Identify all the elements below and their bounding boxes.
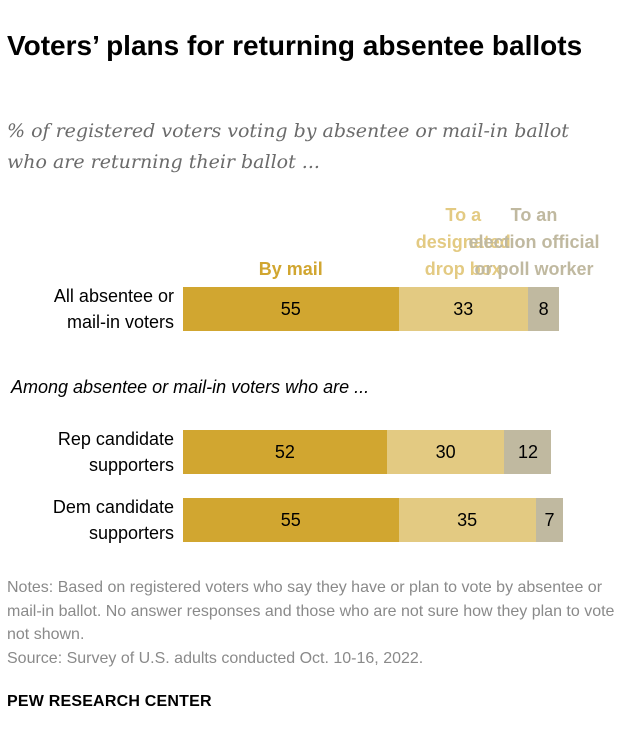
source-text: Source: Survey of U.S. adults conducted … <box>7 649 424 667</box>
bar-segment: 30 <box>386 430 505 474</box>
bar-segment: 12 <box>504 430 552 474</box>
bar-segment: 33 <box>398 287 528 331</box>
bar-segment: 8 <box>527 287 560 331</box>
bar-segment: 52 <box>183 430 387 474</box>
legend-entry: By mail <box>258 259 323 279</box>
group-label: Among absentee or mail-in voters who are… <box>11 377 370 397</box>
category-label: Rep candidate supporters <box>57 429 174 475</box>
data-label: 52 <box>274 441 295 462</box>
notes-text: Notes: Based on registered voters who sa… <box>7 579 615 643</box>
bar-segment: 55 <box>183 287 399 331</box>
bar-segment: 55 <box>183 498 399 542</box>
data-label: 7 <box>544 509 555 530</box>
bar-segment: 35 <box>398 498 536 542</box>
legend-entry: To a designated drop box <box>415 205 511 279</box>
notes: Notes: Based on registered voters who sa… <box>7 576 617 670</box>
data-label: 8 <box>538 298 549 319</box>
pew-logo: PEW RESEARCH CENTER <box>7 693 212 710</box>
bar-segment: 7 <box>535 498 564 542</box>
legend-entry: To an election official or poll worker <box>468 205 600 279</box>
chart-subtitle: % of registered voters voting by absente… <box>7 120 569 173</box>
data-label: 55 <box>280 509 301 530</box>
data-label: 12 <box>517 441 538 462</box>
category-label: Dem candidate supporters <box>52 497 174 543</box>
data-label: 35 <box>457 509 478 530</box>
category-label: All absentee or mail-in voters <box>53 286 174 332</box>
data-label: 30 <box>435 441 456 462</box>
chart-title: Voters’ plans for returning absentee bal… <box>7 30 583 61</box>
data-label: 33 <box>453 298 474 319</box>
data-label: 55 <box>280 298 301 319</box>
